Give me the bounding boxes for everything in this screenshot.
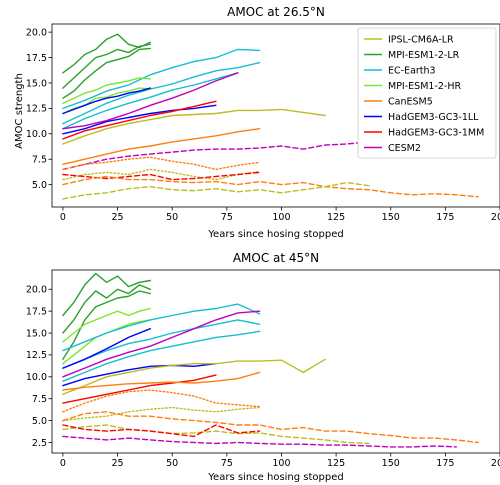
x-tick-label: 200	[491, 212, 500, 223]
series-line-canesm5-solid	[62, 371, 261, 391]
series-line-ec-earth3-solid	[62, 48, 261, 110]
series-line-canesm5-dotted	[62, 156, 261, 171]
series-line-ipsl-cm6a-lr-dotted	[62, 168, 261, 181]
series-line-ipsl-cm6a-lr-solid	[62, 108, 326, 145]
series-line-mpi-esm1-2-lr-solid	[62, 290, 152, 360]
legend-box	[357, 27, 497, 159]
series-line-hadgem3-gc3-1mm-dashed	[62, 424, 261, 438]
series-line-ipsl-cm6a-lr-solid	[62, 358, 326, 395]
y-tick-label: 15.0	[26, 328, 47, 339]
y-tick-label: 20.0	[26, 285, 47, 296]
series-line-ipsl-cm6a-lr-dashed	[62, 181, 370, 200]
series-line-hadgem3-gc3-1ll-solid	[62, 328, 152, 369]
series-line-hadgem3-gc3-1ll-solid	[62, 87, 152, 115]
x-tick-label: 50	[166, 212, 178, 223]
x-tick-label: 25	[112, 212, 124, 223]
legend: IPSL-CM6A-LR MPI-ESM1-2-LR EC-Earth3 MPI-ES…	[357, 27, 497, 159]
x-tick-label: 150	[382, 458, 400, 469]
x-tick-label: 175	[436, 458, 454, 469]
x-tick-label: 200	[491, 458, 500, 469]
legend-label: CanESM5	[388, 96, 433, 107]
series-line-canesm5-solid	[62, 127, 261, 166]
series-line-mpi-esm1-2-lr-solid	[62, 272, 152, 317]
panel-title-26n: AMOC at 26.5°N	[227, 5, 325, 19]
legend-label: HadGEM3-GC3-1LL	[388, 112, 479, 123]
panel-title-45n: AMOC at 45°N	[233, 251, 319, 265]
x-tick-label: 150	[382, 212, 400, 223]
series-line-ec-earth3-solid	[62, 319, 261, 369]
legend-label: MPI-ESM1-2-LR	[388, 50, 460, 61]
x-tick-label: 175	[436, 212, 454, 223]
panel-45n: AMOC at 45°N Years since hosing stopped …	[26, 251, 500, 483]
series-line-hadgem3-gc3-1ll-solid	[62, 363, 217, 387]
panel-26n: AMOC at 26.5°N AMOC strength Years since…	[14, 5, 500, 240]
series-line-mpi-esm1-2-lr-solid	[62, 284, 152, 334]
y-tick-label: 7.5	[32, 394, 47, 405]
series-line-mpi-esm1-2-lr-solid	[62, 33, 152, 74]
plot-area-26n: 0 25 50 75 100 125 150 175 200 5.0 7.5 10.0 12.5 15.0…	[26, 27, 500, 223]
legend-label: EC-Earth3	[388, 65, 436, 76]
series-group	[62, 272, 479, 448]
y-tick-label: 2.5	[32, 438, 47, 449]
axes-frame-26n	[51, 23, 500, 208]
x-tick-label: 75	[221, 212, 233, 223]
y-tick-label: 5.0	[32, 416, 47, 427]
y-tick-label: 5.0	[32, 180, 47, 191]
y-tick-label: 17.5	[26, 306, 47, 317]
plot-area-45n: 0 25 50 75 100 125 150 175 200 2.5 5.0 7.5 10.0 12.5 1…	[26, 272, 500, 469]
y-tick-label: 7.5	[32, 155, 47, 166]
series-line-ec-earth3-solid	[62, 72, 239, 130]
series-line-ec-earth3-solid	[62, 330, 261, 382]
y-axis-label-26n: AMOC strength	[14, 73, 25, 149]
series-line-canesm5-dashed	[62, 175, 479, 198]
series-line-canesm5-dotted	[62, 389, 261, 413]
x-axis-label-26n: Years since hosing stopped	[207, 229, 343, 240]
y-tick-label: 10.0	[26, 372, 47, 383]
x-tick-label: 125	[327, 212, 345, 223]
series-line-cesm2-solid	[62, 72, 239, 130]
series-line-ipsl-cm6a-lr-dotted	[62, 406, 261, 422]
series-line-mpi-esm1-2-hr-solid	[62, 77, 152, 105]
series-line-hadgem3-gc3-1mm-solid	[62, 100, 217, 140]
y-tick-label: 10.0	[26, 129, 47, 140]
series-line-mpi-esm1-2-hr-solid	[62, 307, 152, 343]
x-tick-label: 100	[272, 212, 290, 223]
y-tick-label: 12.5	[26, 104, 47, 115]
series-group	[62, 33, 479, 200]
x-tick-label: 25	[112, 458, 124, 469]
x-tick-label: 0	[60, 212, 66, 223]
axes-frame-45n	[51, 269, 500, 454]
x-tick-label: 125	[327, 458, 345, 469]
legend-label: MPI-ESM1-2-HR	[388, 81, 461, 92]
series-line-mpi-esm1-2-lr-solid	[62, 43, 152, 89]
y-tick-label: 12.5	[26, 350, 47, 361]
x-axis-label-45n: Years since hosing stopped	[207, 472, 343, 483]
series-line-hadgem3-gc3-1ll-solid	[62, 104, 217, 135]
series-line-hadgem3-gc3-1mm-solid	[62, 374, 217, 404]
series-line-ipsl-cm6a-lr-dashed	[62, 424, 370, 445]
series-line-ec-earth3-solid	[62, 303, 261, 352]
x-tick-label: 100	[272, 458, 290, 469]
legend-label: IPSL-CM6A-LR	[388, 34, 454, 45]
legend-label: HadGEM3-GC3-1MM	[388, 127, 484, 138]
y-tick-label: 20.0	[26, 27, 47, 38]
x-tick-label: 75	[221, 458, 233, 469]
legend-label: CESM2	[388, 143, 421, 154]
x-tick-label: 0	[60, 458, 66, 469]
y-tick-label: 17.5	[26, 53, 47, 64]
series-line-cesm2-dashed	[62, 435, 457, 448]
series-line-mpi-esm1-2-lr-solid	[62, 47, 152, 99]
x-tick-label: 50	[166, 458, 178, 469]
y-tick-label: 15.0	[26, 78, 47, 89]
series-line-ec-earth3-solid	[62, 61, 261, 125]
series-line-canesm5-dashed	[62, 411, 479, 444]
series-line-cesm2-solid	[62, 310, 261, 378]
